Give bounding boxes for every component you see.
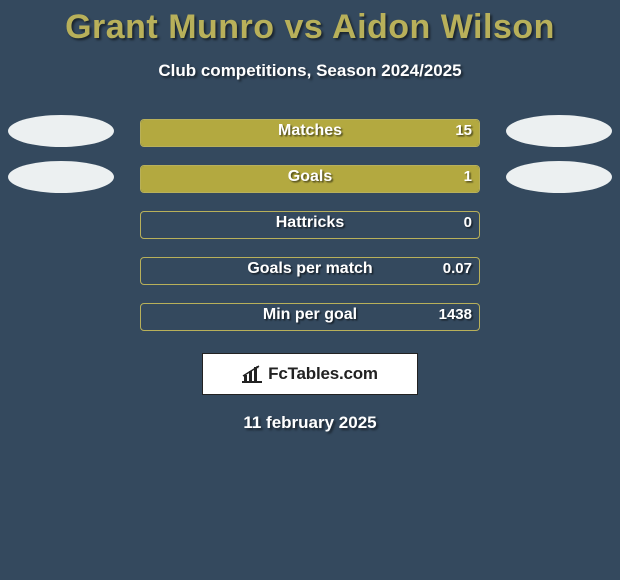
stat-bar-track	[140, 119, 480, 147]
stat-bar-fill-right	[141, 166, 479, 192]
stat-row: Matches15	[0, 109, 620, 155]
comparison-card: Grant Munro vs Aidon Wilson Club competi…	[0, 0, 620, 433]
bar-chart-icon	[242, 365, 262, 383]
stat-row: Hattricks0	[0, 201, 620, 247]
date-text: 11 february 2025	[0, 413, 620, 433]
page-title: Grant Munro vs Aidon Wilson	[0, 8, 620, 47]
player-avatar-left	[8, 161, 114, 193]
brand-inner: FcTables.com	[242, 364, 378, 384]
stat-bar-track	[140, 211, 480, 239]
player-avatar-left	[8, 115, 114, 147]
brand-text: FcTables.com	[268, 364, 378, 384]
stat-bar-track	[140, 165, 480, 193]
player-avatar-right	[506, 115, 612, 147]
stat-rows: Matches15Goals1Hattricks0Goals per match…	[0, 109, 620, 339]
stat-row: Min per goal1438	[0, 293, 620, 339]
stat-bar-track	[140, 257, 480, 285]
stat-bar-track	[140, 303, 480, 331]
stat-row: Goals1	[0, 155, 620, 201]
subtitle: Club competitions, Season 2024/2025	[0, 61, 620, 81]
brand-box[interactable]: FcTables.com	[202, 353, 418, 395]
stat-row: Goals per match0.07	[0, 247, 620, 293]
player-avatar-right	[506, 161, 612, 193]
stat-bar-fill-right	[141, 120, 479, 146]
